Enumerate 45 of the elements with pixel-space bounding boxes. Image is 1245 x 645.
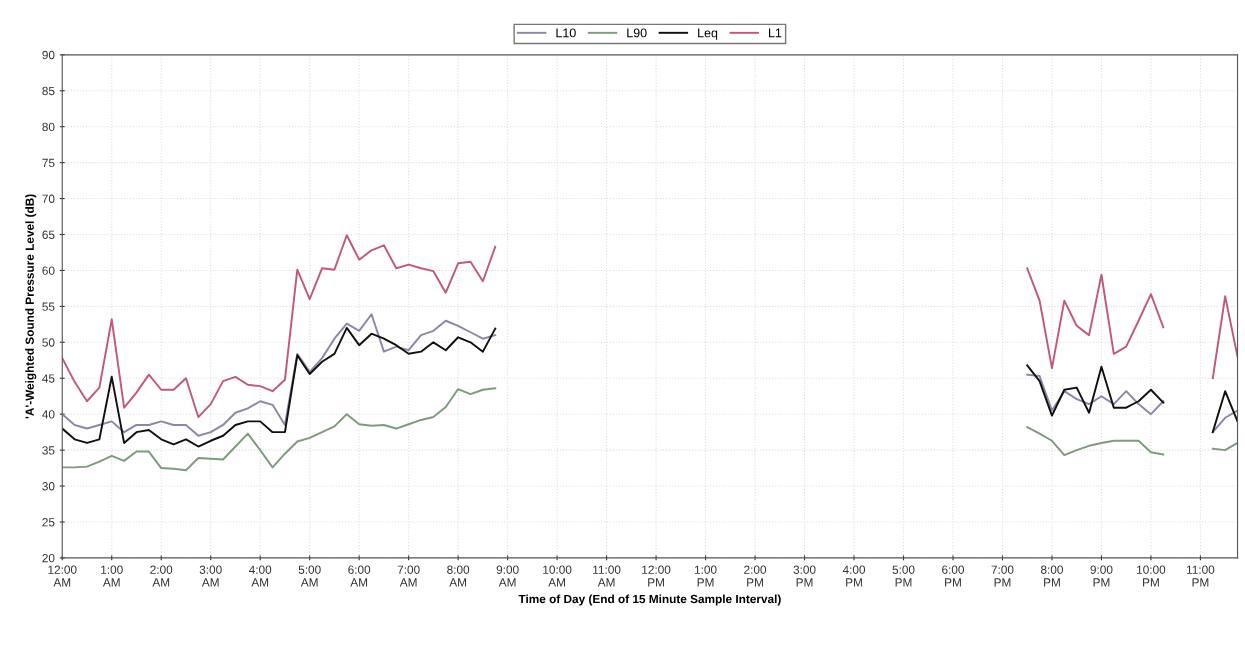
y-tick-label: 90 <box>42 50 55 60</box>
y-axis-title: 'A'-Weighted Sound Pressure Level (dB) <box>25 194 37 419</box>
x-tick-label: 3:00 AM <box>199 565 222 587</box>
x-tick-label: 12:00 PM <box>642 565 671 587</box>
x-tick-label: 5:00 AM <box>298 565 321 587</box>
x-tick-label: 5:00 PM <box>892 565 915 587</box>
x-tick-label: 10:00 AM <box>543 565 572 587</box>
y-tick-label: 55 <box>42 302 55 311</box>
x-tick-label: 12:00 AM <box>48 565 77 587</box>
x-tick-label: 3:00 PM <box>793 565 816 587</box>
y-tick-label: 20 <box>42 553 55 563</box>
x-tick-label: 9:00 AM <box>496 565 519 587</box>
y-tick-label: 30 <box>42 482 55 491</box>
legend-label: L90 <box>627 28 647 38</box>
x-tick-label: 11:00 AM <box>593 565 621 587</box>
y-tick-label: 45 <box>42 374 55 383</box>
x-tick-label: 8:00 PM <box>1040 565 1063 587</box>
x-tick-label: 2:00 PM <box>744 565 767 587</box>
y-tick-label: 40 <box>42 410 55 419</box>
y-tick-label: 70 <box>42 194 55 203</box>
y-tick-label: 35 <box>42 446 55 455</box>
y-tick-label: 80 <box>42 122 55 132</box>
x-tick-label: 7:00 PM <box>991 565 1014 587</box>
x-tick-label: 7:00 AM <box>397 565 420 587</box>
y-tick-label: 25 <box>42 518 55 527</box>
legend-label: Leq <box>698 28 718 40</box>
legend-label: L10 <box>556 28 576 38</box>
x-tick-label: 8:00 AM <box>447 565 470 587</box>
x-tick-label: 9:00 PM <box>1090 565 1113 587</box>
x-axis-title: Time of Day (End of 15 Minute Sample Interval) <box>518 594 781 606</box>
y-tick-label: 50 <box>42 338 55 347</box>
y-tick-label: 60 <box>42 266 55 275</box>
x-tick-label: 2:00 AM <box>150 565 173 587</box>
x-tick-label: 1:00 PM <box>694 565 717 587</box>
y-tick-label: 65 <box>42 230 55 239</box>
y-tick-label: 75 <box>42 158 55 168</box>
x-tick-label: 11:00 PM <box>1186 565 1215 587</box>
x-tick-label: 6:00 AM <box>348 565 371 587</box>
x-tick-label: 4:00 AM <box>248 565 272 587</box>
y-tick-label: 85 <box>42 86 55 96</box>
x-tick-label: 1:00 AM <box>101 565 123 587</box>
x-tick-label: 6:00 PM <box>942 565 965 587</box>
legend-label: L1 <box>768 28 782 38</box>
x-tick-label: 4:00 PM <box>842 565 866 587</box>
x-tick-label: 10:00 PM <box>1137 565 1166 587</box>
